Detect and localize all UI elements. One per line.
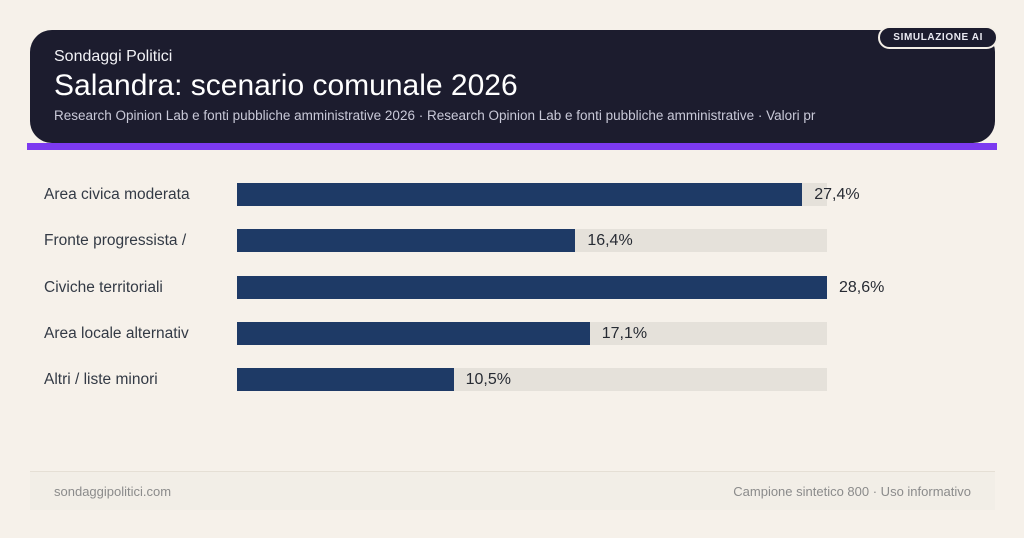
chart-row: Altri / liste minori 10,5%	[44, 368, 1024, 392]
bar-track: 10,5%	[237, 368, 827, 392]
chart-row: Area locale alternativ 17,1%	[44, 321, 1024, 345]
value-label: 28,6%	[839, 278, 885, 296]
category-label: Area civica moderata	[44, 186, 190, 203]
bar	[237, 368, 454, 392]
simulation-ai-badge: SIMULAZIONE AI	[878, 26, 998, 49]
footer-sample-note: Campione sintetico 800 · Uso informativo	[733, 483, 971, 499]
category-label: Area locale alternativ	[44, 324, 189, 342]
page-title: Salandra: scenario comunale 2026	[54, 69, 518, 102]
footer-website: sondaggipolitici.com	[54, 483, 172, 499]
value-label: 27,4%	[814, 186, 860, 203]
bar-track: 17,1%	[237, 321, 827, 345]
chart-row: Civiche territoriali 28,6%	[44, 275, 1024, 299]
category-label: Fronte progressista /	[44, 232, 187, 250]
bar	[237, 275, 827, 299]
chart-row: Fronte progressista / 16,4%	[44, 229, 1024, 253]
accent-rule	[27, 143, 997, 150]
bar-track: 16,4%	[237, 229, 827, 253]
bar	[237, 321, 590, 345]
header-card: Sondaggi Politici Salandra: scenario com…	[30, 30, 995, 143]
bar-track: 27,4%	[237, 183, 860, 206]
value-label: 10,5%	[465, 371, 511, 389]
category-label: Civiche territoriali	[44, 278, 163, 296]
chart-row: Area civica moderata 27,4%	[44, 183, 1024, 206]
footer-bar: sondaggipolitici.com Campione sintetico …	[30, 471, 995, 510]
value-label: 17,1%	[601, 324, 648, 342]
brand-kicker: Sondaggi Politici	[54, 48, 173, 65]
bar	[237, 229, 576, 253]
source-subtitle: Research Opinion Lab e fonti pubbliche a…	[54, 108, 816, 123]
bar-chart: Area civica moderata 27,4% Fronte progress…	[44, 183, 1024, 392]
bar-track: 28,6%	[237, 275, 884, 299]
bar	[237, 183, 803, 206]
category-label: Altri / liste minori	[44, 371, 158, 389]
value-label: 16,4%	[587, 232, 633, 250]
